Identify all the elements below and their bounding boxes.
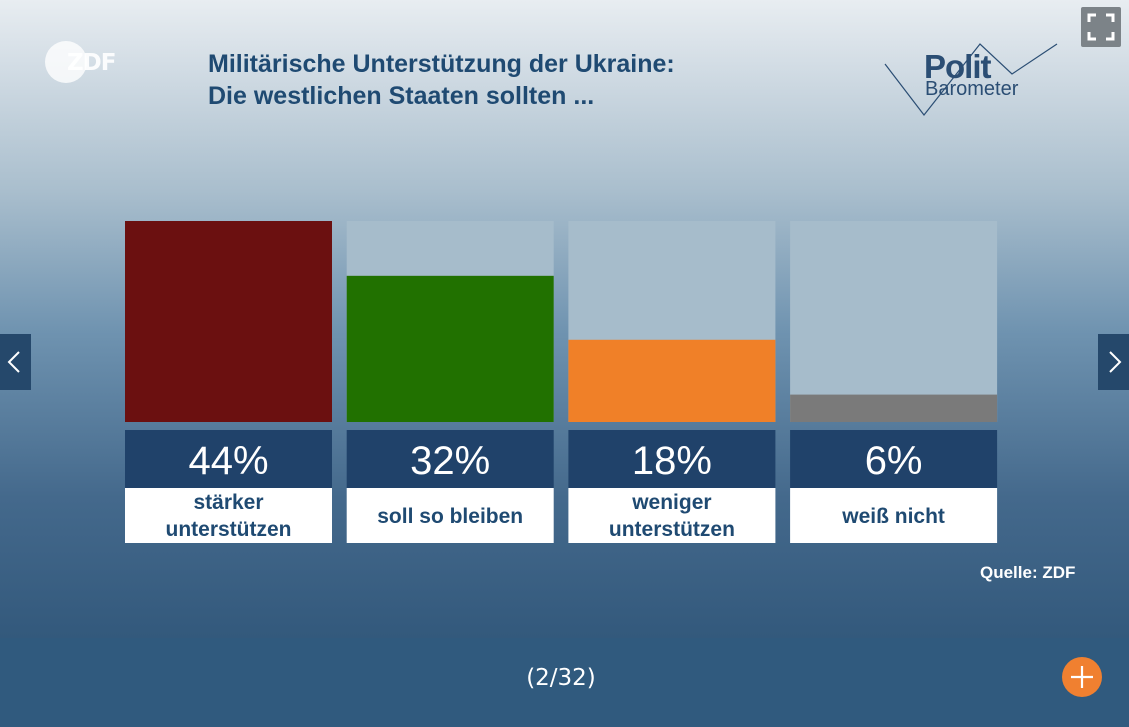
chevron-left-icon <box>7 351 20 373</box>
politbarometer-logo-polit: Polit <box>924 48 991 85</box>
source-label: Quelle: ZDF <box>980 563 1076 582</box>
slide: ZDF Militärische Unterstützung der Ukrai… <box>0 0 1129 638</box>
category-label: soll so bleiben <box>377 505 523 528</box>
value-box <box>346 430 554 488</box>
politbarometer-logo: Polit Barometer <box>882 40 1062 120</box>
category-box <box>346 488 554 543</box>
value-label: 6% <box>865 439 923 483</box>
slide-counter: (2/32) <box>526 665 596 691</box>
category-box <box>790 488 998 543</box>
fullscreen-icon <box>1087 13 1115 41</box>
chevron-right-icon <box>1109 351 1122 373</box>
bar <box>568 339 776 422</box>
value-box <box>125 430 332 488</box>
bar <box>346 275 554 422</box>
previous-slide-button[interactable] <box>0 334 31 390</box>
category-label: weniger <box>631 491 711 514</box>
bar-track <box>790 221 998 422</box>
fullscreen-button[interactable] <box>1081 7 1121 47</box>
category-label: weiß nicht <box>841 505 945 528</box>
bar <box>790 394 998 422</box>
bar-chart: 44% stärker unterstützen 32% soll so bleiben… <box>125 221 998 543</box>
value-label: 32% <box>410 439 490 483</box>
value-box <box>790 430 998 488</box>
bar <box>125 221 332 422</box>
slide-title-line2: Die westlichen Staaten sollten ... <box>208 82 595 110</box>
category-label: unterstützen <box>166 518 292 541</box>
value-label: 44% <box>188 439 268 483</box>
footer-bar: (2/32) <box>0 638 1129 727</box>
value-label: 18% <box>632 439 712 483</box>
politbarometer-logo-barometer: Barometer <box>925 78 1019 100</box>
next-slide-button[interactable] <box>1098 334 1129 390</box>
category-label: stärker <box>193 491 263 514</box>
add-button[interactable] <box>1062 657 1102 697</box>
politbarometer-logo-graphic <box>884 43 1058 116</box>
category-box <box>568 488 776 543</box>
zdf-logo-text: ZDF <box>67 50 116 76</box>
category-box <box>125 488 332 543</box>
zdf-logo-circle <box>45 41 87 83</box>
plus-icon <box>1071 666 1093 688</box>
category-label: unterstützen <box>609 518 735 541</box>
slide-title: Militärische Unterstützung der Ukraine: … <box>208 48 675 112</box>
value-box <box>568 430 776 488</box>
slide-title-line1: Militärische Unterstützung der Ukraine: <box>208 50 675 78</box>
zdf-logo: ZDF <box>45 40 125 84</box>
